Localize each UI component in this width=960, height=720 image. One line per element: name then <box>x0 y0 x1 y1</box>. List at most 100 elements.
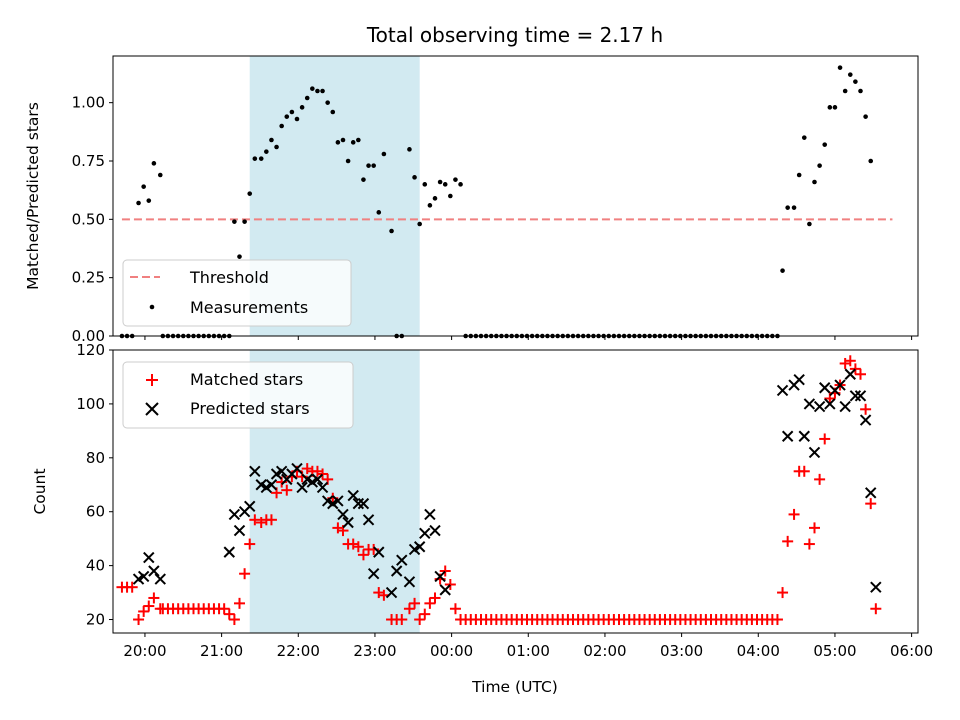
measurement-point <box>817 163 822 168</box>
measurement-point <box>356 137 361 143</box>
measurement-point <box>868 158 874 164</box>
measurement-point <box>407 147 412 152</box>
predicted-star-point <box>352 497 365 510</box>
matched-star-point <box>265 514 277 526</box>
predicted-star-point <box>291 462 303 475</box>
predicted-star-point <box>808 446 821 459</box>
y-tick-label: 60 <box>86 503 105 521</box>
plot-frame <box>112 349 919 634</box>
y-tick-label: 0.25 <box>72 269 105 287</box>
x-tick-label: 00:00 <box>430 642 473 660</box>
predicted-star-point <box>776 384 789 397</box>
measurement-point <box>417 221 422 227</box>
predicted-star-point <box>396 554 408 566</box>
y-axis-ticks: 20 40 60 80 100 120 <box>76 341 113 629</box>
measurement-point <box>146 198 152 203</box>
measurement-point <box>136 200 141 206</box>
y-tick-label: 0.75 <box>72 152 105 170</box>
predicted-star-point <box>362 514 375 526</box>
measurement-point <box>801 135 807 140</box>
predicted-star-point <box>249 465 261 477</box>
predicted-star-point <box>839 400 851 413</box>
matched-star-point <box>777 587 789 599</box>
measurement-point <box>422 182 428 187</box>
measurement-point <box>330 109 336 115</box>
predicted-star-point <box>228 508 241 521</box>
predicted-star-point <box>265 479 278 491</box>
measurement-point <box>842 88 848 94</box>
predicted-star-point <box>824 398 836 410</box>
predicted-star-point <box>296 481 308 494</box>
predicted-star-point <box>419 527 431 539</box>
matched-star-point <box>798 465 810 477</box>
predicted-star-point <box>275 465 288 477</box>
measurement-point <box>157 172 163 178</box>
matched-star-point <box>855 368 866 380</box>
y-tick-label: 120 <box>76 341 105 359</box>
measurement-points <box>119 65 874 339</box>
measurement-point <box>448 193 453 199</box>
measurement-point <box>780 268 785 273</box>
measurements-panel: 0.00 0.25 0.50 0.75 1.00 Matched/Predicted s… <box>24 55 919 345</box>
predicted-star-point <box>844 368 856 380</box>
x-axis-ticks <box>144 336 913 340</box>
x-tick-label: 06:00 <box>890 642 933 660</box>
predicted-star-point <box>798 430 810 442</box>
predicted-star-point <box>154 573 166 585</box>
measurement-point <box>832 105 838 110</box>
matched-star-point <box>148 592 160 604</box>
measurement-point <box>289 109 295 115</box>
measurement-point <box>863 114 868 119</box>
predicted-star-point <box>311 473 324 486</box>
x-axis-ticks: 20:00 21:00 22:00 23:00 00:00 01:00 02:00 03:00… <box>123 633 933 660</box>
legend: Matched stars Predicted stars <box>122 361 354 429</box>
counts-panel: 20 40 60 80 100 120 20:00 21:00 22:00 23:00 00:00… <box>31 341 933 696</box>
legend-predicted-swatch <box>145 402 159 416</box>
predicted-star-point <box>385 586 398 599</box>
measurement-point <box>279 123 284 129</box>
predicted-star-point <box>373 546 385 558</box>
measurement-point <box>412 175 417 180</box>
predicted-star-point <box>337 508 349 521</box>
x-tick-label: 02:00 <box>583 642 626 660</box>
matched-star-point <box>218 603 230 615</box>
measurement-point <box>269 137 274 143</box>
measurement-point <box>796 172 802 178</box>
measurement-point <box>151 161 157 166</box>
measurement-point <box>315 88 320 94</box>
matched-star-point <box>143 600 155 612</box>
measurement-point <box>822 142 828 147</box>
measurement-point <box>366 163 371 168</box>
measurement-point <box>350 140 356 145</box>
measurement-point <box>361 177 366 182</box>
matched-star-point <box>809 522 820 534</box>
predicted-star-point <box>834 379 846 391</box>
predicted-star-point <box>781 430 794 442</box>
x-tick-label: 01:00 <box>507 642 550 660</box>
matched-star-point <box>865 498 877 510</box>
measurement-point <box>335 140 341 145</box>
matched-star-point <box>228 614 240 626</box>
x-axis-label: Time (UTC) <box>471 678 558 696</box>
matched-star-point <box>814 473 826 485</box>
measurement-point <box>847 72 853 77</box>
measurement-point <box>432 196 438 201</box>
measurement-point <box>274 144 279 150</box>
legend-measurements-label: Measurements <box>190 298 308 317</box>
x-tick-label: 20:00 <box>123 642 166 660</box>
matched-star-point <box>357 549 369 561</box>
x-tick-label: 23:00 <box>353 642 396 660</box>
predicted-star-point <box>413 541 426 553</box>
matched-star-point <box>317 468 329 480</box>
matched-star-point <box>126 581 138 593</box>
measurement-point <box>242 219 247 224</box>
measurement-point <box>340 137 346 143</box>
chart-title: Total observing time = 2.17 h <box>366 23 663 47</box>
predicted-stars-points <box>132 368 882 599</box>
measurement-point <box>837 65 843 70</box>
y-tick-label: 40 <box>86 557 105 575</box>
measurement-point <box>371 163 376 168</box>
matched-star-point <box>352 541 364 553</box>
matched-star-point <box>239 568 251 580</box>
predicted-star-point <box>439 584 451 596</box>
